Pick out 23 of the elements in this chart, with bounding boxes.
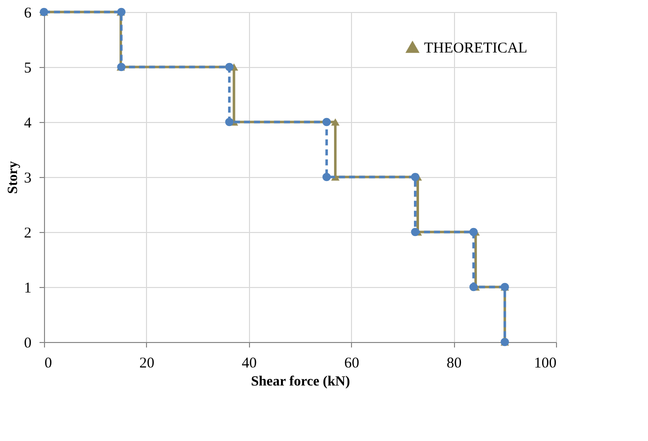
y-tick-label: 2: [24, 226, 32, 242]
point: [225, 62, 234, 72]
point: [322, 172, 331, 182]
y-axis-title: Story: [6, 161, 21, 194]
x-tick-label: 20: [139, 356, 154, 372]
x-tick-label: 40: [242, 356, 257, 372]
x-axis-title: Shear force (kN): [250, 374, 350, 390]
y-tick-label: 0: [24, 336, 32, 352]
x-tick-label: 100: [534, 356, 556, 372]
y-tick-label: 4: [24, 116, 32, 132]
point: [331, 118, 340, 126]
legend-label: THEORETICAL: [424, 40, 528, 56]
y-tick-label: 3: [24, 170, 32, 186]
x-tick-label: 80: [446, 356, 462, 372]
point: [411, 172, 420, 182]
x-tick-label: 0: [44, 356, 52, 372]
y-tick-label: 6: [24, 6, 32, 22]
x-tick-label: 60: [344, 356, 360, 372]
point: [225, 118, 234, 126]
y-tick-label: 5: [24, 60, 32, 76]
y-tick-label: 1: [24, 280, 32, 296]
point: [322, 118, 331, 126]
point: [411, 228, 420, 236]
